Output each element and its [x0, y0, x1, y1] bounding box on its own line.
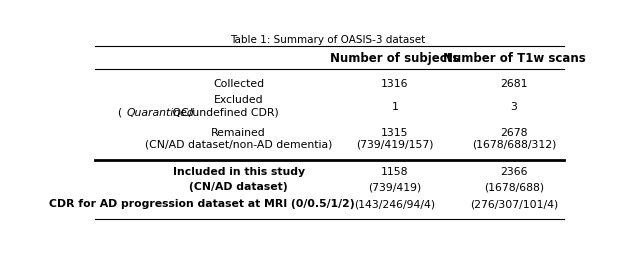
Text: 2366: 2366: [500, 167, 528, 177]
Text: QC/undefined CDR): QC/undefined CDR): [169, 108, 279, 118]
Text: Table 1: Summary of OASIS-3 dataset: Table 1: Summary of OASIS-3 dataset: [230, 35, 426, 45]
Text: Quarantined: Quarantined: [126, 108, 194, 118]
Text: Excluded: Excluded: [214, 95, 264, 105]
Text: 1: 1: [392, 102, 398, 112]
Text: (: (: [117, 108, 122, 118]
Text: (CN/AD dataset/non-AD dementia): (CN/AD dataset/non-AD dementia): [145, 140, 332, 150]
Text: 1316: 1316: [381, 79, 409, 89]
Text: Number of T1w scans: Number of T1w scans: [443, 52, 586, 65]
Text: (276/307/101/4): (276/307/101/4): [470, 199, 558, 209]
Text: (739/419): (739/419): [369, 182, 422, 192]
Text: Included in this study: Included in this study: [173, 167, 305, 177]
Text: 2678: 2678: [500, 128, 528, 138]
Text: (CN/AD dataset): (CN/AD dataset): [189, 182, 288, 192]
Text: (739/419/157): (739/419/157): [356, 140, 434, 150]
Text: (143/246/94/4): (143/246/94/4): [355, 199, 436, 209]
Text: 1315: 1315: [381, 128, 409, 138]
Text: 3: 3: [511, 102, 517, 112]
Text: 1158: 1158: [381, 167, 409, 177]
Text: (1678/688/312): (1678/688/312): [472, 140, 556, 150]
Text: CDR for AD progression dataset at MRI (0/0.5/1/2): CDR for AD progression dataset at MRI (0…: [49, 199, 355, 209]
Text: (1678/688): (1678/688): [484, 182, 544, 192]
Text: Collected: Collected: [213, 79, 264, 89]
Text: 2681: 2681: [500, 79, 528, 89]
Text: Number of subjects: Number of subjects: [330, 52, 460, 65]
Text: Remained: Remained: [211, 128, 266, 138]
